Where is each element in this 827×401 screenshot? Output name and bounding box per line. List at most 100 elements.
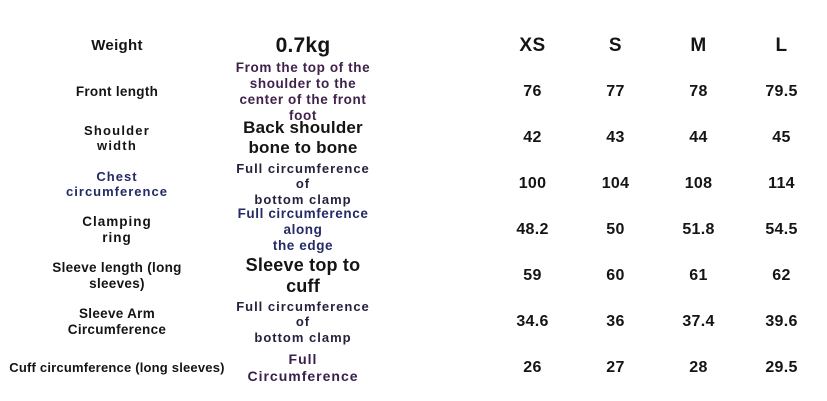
size-value-text: 104 <box>601 174 630 192</box>
size-value-text: 59 <box>523 266 542 284</box>
size-value-text: 50 <box>606 220 625 238</box>
measurement-desc-text: From the top of the shoulder to the cent… <box>235 60 371 123</box>
measurement-label: Front length <box>0 69 234 115</box>
measurement-label-text: Chest circumference <box>66 168 168 199</box>
size-value: 108 <box>657 161 740 207</box>
size-value-text: 37.4 <box>682 312 715 330</box>
measurement-label-text: Cuff circumference (long sleeves) <box>9 360 225 376</box>
table-row: Sleeve length (long sleeves) Sleeve top … <box>0 253 827 299</box>
size-value-text: 36 <box>606 312 625 330</box>
size-value-text: 108 <box>684 174 713 192</box>
size-value: 79.5 <box>740 69 823 115</box>
size-value: 26 <box>491 345 574 391</box>
size-value: 61 <box>657 253 740 299</box>
size-value-text: 39.6 <box>765 312 798 330</box>
size-value: 76 <box>491 69 574 115</box>
size-value-text: 48.2 <box>516 220 549 238</box>
size-value: 43 <box>574 115 657 161</box>
measurement-label: Cuff circumference (long sleeves) <box>0 345 234 391</box>
measurement-label-text: Clamping ring <box>82 214 152 245</box>
column-spacer <box>372 345 491 391</box>
size-value-text: 54.5 <box>765 220 798 238</box>
size-value: 29.5 <box>740 345 823 391</box>
size-value: 34.6 <box>491 299 574 345</box>
measurement-desc: 0.7kg <box>234 23 372 69</box>
measurement-desc: Sleeve top to cuff <box>234 253 372 299</box>
measurement-label-text: Front length <box>75 84 159 100</box>
size-value-text: 61 <box>689 266 708 284</box>
size-value-text: 51.8 <box>682 220 715 238</box>
size-value-text: 79.5 <box>765 82 798 100</box>
size-value: 39.6 <box>740 299 823 345</box>
size-chart-table: Weight 0.7kg XS S M L Front length From … <box>0 23 827 391</box>
measurement-desc: Full circumference along the edge <box>234 206 372 253</box>
size-value-text: 78 <box>689 82 708 100</box>
table-row: Weight 0.7kg XS S M L <box>0 23 827 69</box>
column-spacer <box>372 69 491 115</box>
column-spacer <box>372 299 491 345</box>
size-header-l: L <box>740 23 823 69</box>
size-value: 59 <box>491 253 574 299</box>
size-value: 60 <box>574 253 657 299</box>
table-row: Front length From the top of the shoulde… <box>0 60 827 123</box>
measurement-label: Chest circumference <box>0 161 234 207</box>
measurement-desc-text: Sleeve top to cuff <box>245 254 361 296</box>
measurement-desc: Full Circumference <box>234 345 372 391</box>
measurement-desc-text: Back shoulder bone to bone <box>243 117 363 157</box>
size-value: 100 <box>491 161 574 207</box>
measurement-desc-text: Full circumference of bottom clamp <box>236 161 370 207</box>
size-value: 62 <box>740 253 823 299</box>
size-value: 44 <box>657 115 740 161</box>
size-header-text: S <box>608 34 623 56</box>
size-value-text: 45 <box>772 128 791 146</box>
measurement-desc-text: Full circumference along the edge <box>237 206 369 253</box>
measurement-label: Sleeve length (long sleeves) <box>0 253 234 299</box>
measurement-label: Clamping ring <box>0 207 234 253</box>
measurement-label-text: Shoulder width <box>84 122 150 153</box>
size-header-s: S <box>574 23 657 69</box>
measurement-desc: Back shoulder bone to bone <box>234 115 372 161</box>
measurement-label: Shoulder width <box>0 115 234 161</box>
measurement-label-text: Sleeve Arm Circumference <box>67 306 167 337</box>
size-value-text: 100 <box>518 174 547 192</box>
measurement-desc: Full circumference of bottom clamp <box>234 299 372 345</box>
size-value: 104 <box>574 161 657 207</box>
measurement-desc: From the top of the shoulder to the cent… <box>234 60 372 123</box>
size-header-text: L <box>775 34 788 56</box>
size-header-text: M <box>690 34 707 56</box>
size-value-text: 60 <box>606 266 625 284</box>
size-value-text: 28 <box>689 358 708 376</box>
size-value: 54.5 <box>740 207 823 253</box>
measurement-label-text: Sleeve length (long sleeves) <box>52 260 182 291</box>
table-row: Chest circumference Full circumference o… <box>0 161 827 207</box>
measurement-label: Sleeve Arm Circumference <box>0 299 234 345</box>
size-value: 78 <box>657 69 740 115</box>
size-header-m: M <box>657 23 740 69</box>
size-value: 77 <box>574 69 657 115</box>
size-value-text: 27 <box>606 358 625 376</box>
column-spacer <box>372 115 491 161</box>
size-value-text: 42 <box>523 128 542 146</box>
size-value-text: 114 <box>768 174 795 192</box>
size-value-text: 43 <box>606 128 625 146</box>
size-value-text: 34.6 <box>516 312 549 330</box>
size-value: 42 <box>491 115 574 161</box>
column-spacer <box>372 161 491 207</box>
size-value-text: 26 <box>523 358 542 376</box>
size-value: 28 <box>657 345 740 391</box>
size-value: 36 <box>574 299 657 345</box>
column-spacer <box>372 23 491 69</box>
table-row: Cuff circumference (long sleeves) Full C… <box>0 345 827 391</box>
size-header-text: XS <box>519 34 546 56</box>
column-spacer <box>372 207 491 253</box>
size-value-text: 29.5 <box>765 358 798 376</box>
measurement-desc-text: Full Circumference <box>247 351 359 384</box>
table-row: Shoulder width Back shoulder bone to bon… <box>0 115 827 161</box>
size-value: 48.2 <box>491 207 574 253</box>
size-value-text: 77 <box>606 82 625 100</box>
size-value: 45 <box>740 115 823 161</box>
size-value-text: 44 <box>689 128 708 146</box>
size-value-text: 76 <box>523 82 542 100</box>
size-value-text: 62 <box>772 266 791 284</box>
size-value: 50 <box>574 207 657 253</box>
